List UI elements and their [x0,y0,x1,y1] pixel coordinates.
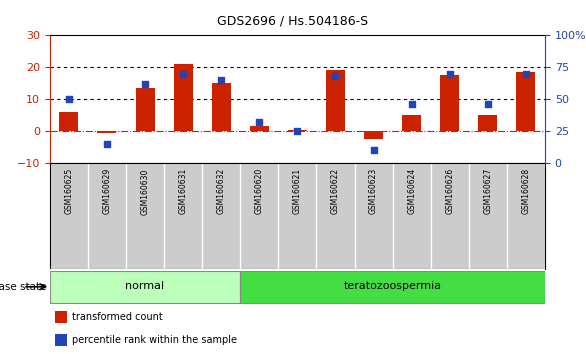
Point [331,73,340,79]
Text: normal: normal [125,281,165,291]
Point [407,101,417,107]
Bar [212,83,231,131]
Bar [402,115,421,131]
Point [293,128,302,134]
Text: GSM160632: GSM160632 [217,168,226,215]
Bar [326,70,345,131]
Bar [240,271,545,303]
Text: GSM160623: GSM160623 [369,168,378,215]
Text: transformed count: transformed count [72,312,163,322]
Bar [288,130,307,131]
Text: percentile rank within the sample: percentile rank within the sample [72,335,237,346]
Point [178,71,188,76]
Point [103,141,112,147]
Text: GSM160625: GSM160625 [64,168,73,215]
Text: GSM160631: GSM160631 [179,168,188,215]
Bar [50,271,240,303]
Bar [59,112,79,131]
Text: GSM160622: GSM160622 [331,168,340,214]
Point [522,71,531,76]
Bar [478,115,498,131]
Bar [54,334,67,346]
Point [369,147,379,153]
Text: GSM160628: GSM160628 [522,168,530,214]
Text: GSM160629: GSM160629 [103,168,111,215]
Bar [516,72,536,131]
Bar [97,131,117,132]
Text: disease state: disease state [0,282,47,292]
Bar [54,312,67,323]
Text: teratozoospermia: teratozoospermia [343,281,442,291]
Point [141,81,150,87]
Bar [173,64,193,131]
Text: GSM160627: GSM160627 [483,168,492,215]
Bar [250,126,269,131]
Text: GSM160620: GSM160620 [255,168,264,215]
Text: GSM160626: GSM160626 [445,168,454,215]
Bar [440,75,459,131]
Point [254,119,264,125]
Text: GSM160630: GSM160630 [141,168,149,215]
Text: GDS2696 / Hs.504186-S: GDS2696 / Hs.504186-S [217,14,369,27]
Text: GSM160624: GSM160624 [407,168,416,215]
Point [483,101,492,107]
Point [445,71,455,76]
Point [64,96,74,102]
Bar [135,88,155,131]
Point [217,77,226,83]
Bar [364,131,383,139]
Text: GSM160621: GSM160621 [293,168,302,214]
